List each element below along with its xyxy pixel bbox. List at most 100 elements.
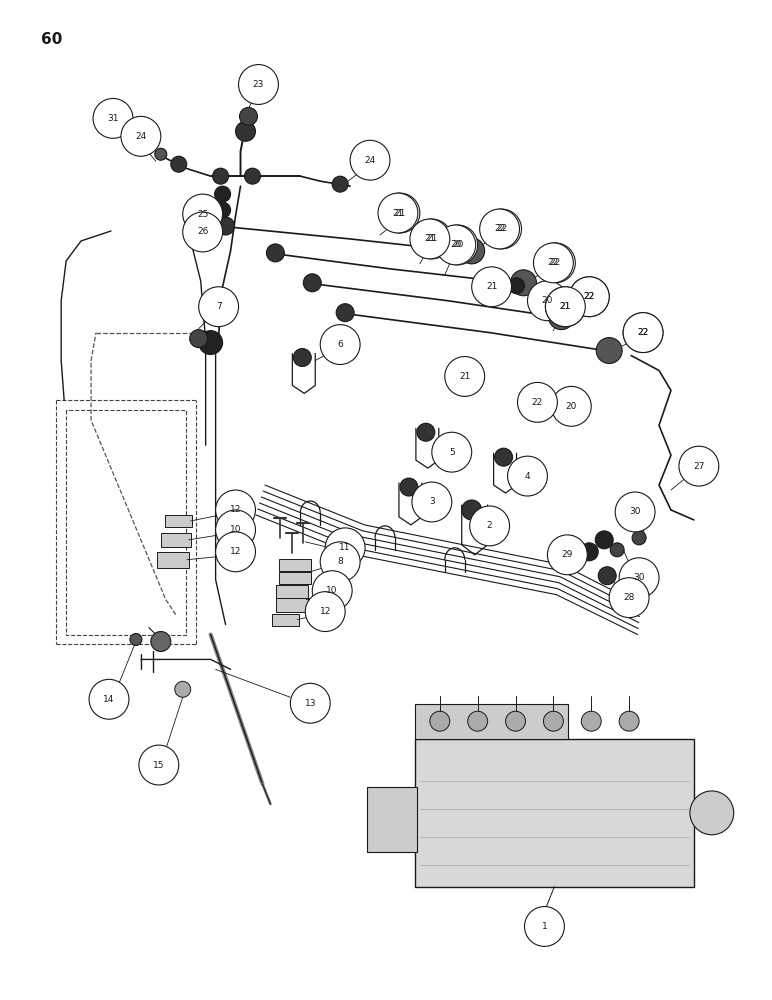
FancyBboxPatch shape [367,787,417,852]
Circle shape [619,558,659,598]
Circle shape [235,121,256,141]
Circle shape [400,478,418,496]
Circle shape [417,423,435,441]
Circle shape [533,243,574,283]
Circle shape [412,219,452,259]
Circle shape [215,490,256,530]
Text: 27: 27 [693,462,705,471]
Circle shape [509,278,524,294]
Text: 15: 15 [153,761,164,770]
Circle shape [380,193,420,233]
Text: 22: 22 [548,258,559,267]
Circle shape [174,681,191,697]
Text: 22: 22 [532,398,543,407]
Circle shape [546,287,585,327]
Text: 6: 6 [337,340,343,349]
Circle shape [290,683,330,723]
Circle shape [171,156,187,172]
Text: 10: 10 [327,586,338,595]
Circle shape [609,578,649,618]
FancyBboxPatch shape [165,515,192,527]
FancyBboxPatch shape [272,614,299,626]
Circle shape [438,225,478,265]
Circle shape [581,711,601,731]
Text: 24: 24 [364,156,376,165]
Text: 14: 14 [103,695,115,704]
Text: 2: 2 [487,521,493,530]
Text: 12: 12 [230,547,241,556]
Circle shape [198,331,222,355]
FancyBboxPatch shape [276,598,308,612]
Circle shape [139,745,179,785]
Text: 3: 3 [429,497,435,506]
Text: 26: 26 [197,227,208,236]
Text: 22: 22 [584,292,595,301]
Circle shape [93,98,133,138]
Text: 22: 22 [494,224,505,233]
Text: 22: 22 [550,258,561,267]
Circle shape [320,542,360,582]
Text: 1: 1 [541,922,547,931]
Text: 4: 4 [525,472,530,481]
Text: 30: 30 [633,573,645,582]
Circle shape [312,571,352,611]
Text: 21: 21 [459,372,470,381]
FancyBboxPatch shape [415,704,568,739]
Circle shape [320,325,360,364]
Text: 21: 21 [560,302,571,311]
Circle shape [551,386,591,426]
Circle shape [303,274,321,292]
Circle shape [469,506,510,546]
Circle shape [432,432,472,472]
Text: 8: 8 [337,557,343,566]
Circle shape [155,148,167,160]
Circle shape [596,338,622,363]
FancyBboxPatch shape [415,739,694,887]
Circle shape [507,456,547,496]
Circle shape [543,711,564,731]
Text: 11: 11 [340,543,351,552]
Circle shape [623,313,663,353]
Circle shape [595,531,613,549]
Circle shape [121,116,161,156]
Circle shape [130,134,144,148]
Circle shape [350,140,390,180]
Circle shape [215,532,256,572]
FancyBboxPatch shape [276,585,308,599]
Text: 28: 28 [624,593,635,602]
Circle shape [215,202,231,218]
Text: 12: 12 [320,607,331,616]
Text: 21: 21 [424,234,435,243]
Circle shape [536,243,575,283]
Circle shape [610,543,624,557]
Circle shape [690,791,733,835]
Circle shape [266,244,284,262]
Circle shape [245,168,260,184]
Circle shape [569,277,609,317]
Circle shape [215,510,256,550]
Circle shape [378,193,418,233]
Text: 29: 29 [562,550,573,559]
Circle shape [332,176,348,192]
Text: 20: 20 [566,402,577,411]
Circle shape [632,531,646,545]
Circle shape [183,212,222,252]
Circle shape [547,535,587,575]
Circle shape [217,217,235,235]
Circle shape [548,304,574,330]
Circle shape [336,304,354,322]
Circle shape [510,270,537,296]
Circle shape [445,357,485,396]
Text: 23: 23 [252,80,264,89]
Circle shape [183,194,222,234]
Circle shape [495,448,513,466]
Circle shape [581,543,598,561]
Text: 20: 20 [452,240,463,249]
Text: 30: 30 [629,507,641,516]
Circle shape [459,238,485,264]
Text: 21: 21 [560,302,571,311]
FancyBboxPatch shape [157,552,188,568]
Text: 21: 21 [394,209,405,218]
Circle shape [569,277,609,317]
Circle shape [615,492,655,532]
